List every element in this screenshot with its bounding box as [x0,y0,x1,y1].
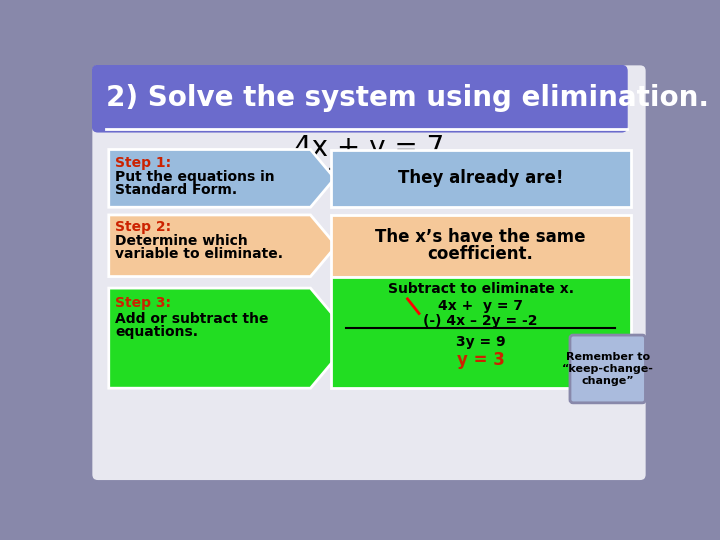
Polygon shape [109,288,353,388]
Text: They already are!: They already are! [398,170,564,187]
FancyBboxPatch shape [330,276,631,388]
FancyBboxPatch shape [570,335,645,403]
Text: 4x +  y = 7: 4x + y = 7 [438,299,523,313]
Text: Determine which: Determine which [115,234,248,248]
Text: variable to eliminate.: variable to eliminate. [115,247,283,261]
Text: Remember to
“keep-change-
change”: Remember to “keep-change- change” [562,352,654,386]
FancyBboxPatch shape [90,63,648,482]
FancyBboxPatch shape [92,65,628,132]
Text: Step 2:: Step 2: [115,220,171,234]
Text: coefficient.: coefficient. [428,245,534,263]
Text: Step 3:: Step 3: [115,296,171,310]
Text: 4x – 2y = -2: 4x – 2y = -2 [285,155,453,183]
Text: 3y = 9: 3y = 9 [456,335,505,349]
Text: 2) Solve the system using elimination.: 2) Solve the system using elimination. [106,84,708,112]
Text: 4x + y = 7: 4x + y = 7 [294,134,444,162]
Text: Add or subtract the: Add or subtract the [115,312,269,326]
Text: Put the equations in: Put the equations in [115,170,274,184]
FancyBboxPatch shape [330,215,631,276]
Text: equations.: equations. [115,325,198,339]
Text: Step 1:: Step 1: [115,157,171,170]
Polygon shape [109,150,335,207]
Text: Subtract to eliminate x.: Subtract to eliminate x. [387,282,574,296]
Polygon shape [109,215,336,276]
FancyBboxPatch shape [330,150,631,207]
Text: y = 3: y = 3 [456,350,505,369]
Text: (-) 4x – 2y = -2: (-) 4x – 2y = -2 [423,314,538,328]
Text: The x’s have the same: The x’s have the same [375,228,586,246]
Text: Standard Form.: Standard Form. [115,183,237,197]
